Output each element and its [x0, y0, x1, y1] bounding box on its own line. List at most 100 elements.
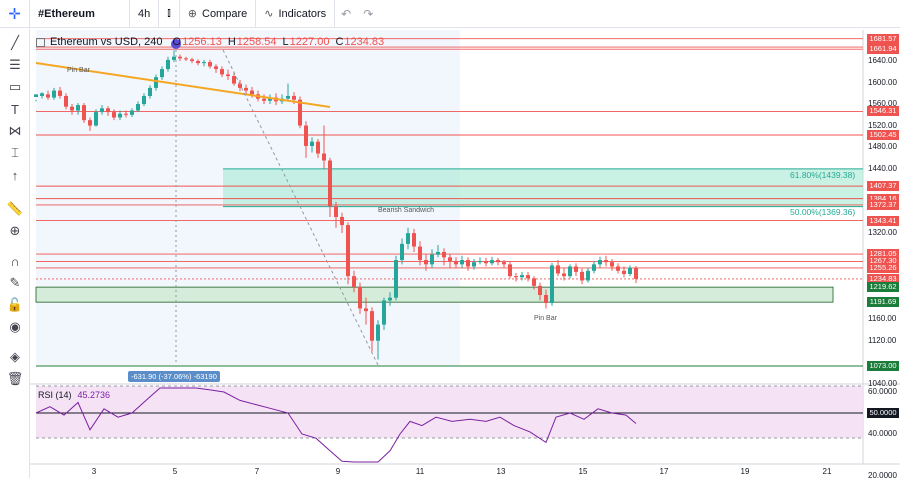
candle-body	[124, 113, 128, 115]
fib-50-label: 50.00%(1369.36)	[790, 207, 856, 217]
legend-open: 1256.13	[182, 36, 222, 48]
candle-body	[436, 251, 440, 255]
collapse-icon[interactable]	[36, 37, 45, 47]
price-tag: 1191.69	[867, 297, 899, 308]
price-axis-label: 1120.00	[868, 335, 897, 345]
eye-icon[interactable]: ◉	[9, 319, 21, 334]
candle-body	[388, 297, 392, 301]
redo-button[interactable]: ↷	[357, 0, 379, 28]
trend-line-icon[interactable]: ╱	[11, 35, 19, 50]
candle-body	[112, 112, 116, 118]
rsi-band	[36, 386, 863, 438]
rsi-axis-label: 40.0000	[868, 429, 897, 438]
candle-body	[580, 271, 584, 281]
prediction-icon[interactable]: ⌶	[11, 145, 19, 160]
candle-body	[118, 113, 122, 118]
price-axis-label: 1480.00	[868, 142, 897, 152]
candle-body	[214, 66, 218, 70]
candle-body	[496, 260, 500, 263]
candle-body	[610, 262, 614, 267]
indicators-icon: ∿	[264, 8, 274, 20]
time-axis-label: 13	[496, 467, 506, 476]
price-axis-label: 1040.00	[868, 378, 897, 388]
indicators-label: Indicators	[278, 7, 327, 20]
time-axis-label: 21	[822, 467, 832, 476]
rsi-line	[35, 387, 637, 463]
undo-button[interactable]: ↶	[335, 0, 357, 28]
candle-body	[340, 216, 344, 226]
candle-body	[556, 265, 560, 274]
candle-body	[232, 76, 236, 84]
rsi-value: 45.2736	[77, 390, 111, 400]
crosshair-icon[interactable]: ✛	[0, 0, 30, 28]
symbol-search[interactable]: #Ethereum	[30, 0, 130, 28]
compare-button[interactable]: ⊕ Compare	[180, 0, 257, 28]
candle-body	[34, 94, 38, 98]
candle-body	[418, 246, 422, 261]
price-tag: 1372.37	[867, 199, 899, 210]
compare-icon: ⊕	[187, 8, 197, 20]
price-axis-label: 1560.00	[868, 99, 897, 109]
drawing-toolbar: ╱ ☰ ▭ T ⋈ ⌶ ↑ 📏 ⊕ ∩ ✎ 🔓 ◉ ◈ 🗑	[0, 28, 30, 478]
candle-body	[472, 262, 476, 267]
undo-icon: ↶	[341, 6, 352, 21]
arrow-icon[interactable]: ↑	[11, 167, 19, 183]
candle-body	[478, 261, 482, 263]
candle-body	[88, 120, 92, 126]
candle-body	[538, 285, 542, 295]
interval-selector[interactable]: 4h	[130, 0, 160, 28]
time-axis-label: 17	[659, 467, 669, 476]
candle-body	[172, 56, 176, 60]
candle-body	[70, 106, 74, 111]
candle-body	[142, 95, 146, 105]
layers-icon[interactable]: ◈	[10, 349, 20, 364]
candle-body	[334, 206, 338, 217]
candle-body	[250, 90, 254, 95]
bearish-sandwich-label: Bearish Sandwich	[378, 207, 435, 214]
indicators-button[interactable]: ∿ Indicators	[256, 0, 336, 28]
candle-body	[298, 99, 302, 126]
candle-body	[508, 264, 512, 277]
price-axis-label: 1160.00	[868, 314, 897, 324]
trash-icon[interactable]: 🗑	[6, 371, 24, 386]
price-axis-label: 1520.00	[868, 120, 897, 130]
price-tag: 1234.83	[867, 273, 899, 284]
candle-body	[586, 270, 590, 281]
candles-icon: ⫾	[167, 7, 171, 19]
legend-symbol: Ethereum vs USD, 240	[50, 36, 163, 48]
candle-body	[238, 83, 242, 88]
chart-type-button[interactable]: ⫾	[159, 0, 180, 28]
horizontal-lines-icon[interactable]: ☰	[9, 57, 21, 72]
candle-body	[616, 266, 620, 271]
stay-drawing-icon[interactable]: ✎	[9, 275, 21, 290]
candle-body	[76, 105, 80, 111]
pin-bar-label-bottom: Pin Bar	[534, 315, 557, 322]
price-axis-label: 1600.00	[868, 77, 897, 87]
magnet-icon[interactable]: ∩	[10, 253, 20, 269]
pattern-icon[interactable]: ⋈	[8, 123, 22, 138]
candle-body	[322, 153, 326, 161]
candle-body	[196, 61, 200, 64]
text-icon[interactable]: T	[11, 101, 19, 117]
candle-body	[346, 225, 350, 277]
candle-body	[400, 243, 404, 261]
compare-label: Compare	[202, 7, 248, 20]
candle-body	[628, 267, 632, 275]
price-tag: 1219.62	[867, 282, 899, 293]
candle-body	[166, 59, 170, 70]
fib-diagonal	[222, 49, 379, 366]
time-axis-label: 3	[91, 467, 97, 476]
candle-body	[544, 294, 548, 304]
price-axis-label: 1640.00	[868, 56, 897, 65]
candle-body	[622, 270, 626, 275]
candle-body	[520, 275, 524, 278]
candle-body	[484, 261, 488, 264]
rectangle-icon[interactable]: ▭	[8, 79, 22, 94]
zoom-icon[interactable]: ⊕	[9, 223, 21, 238]
ruler-icon[interactable]: 📏	[6, 201, 24, 216]
price-tag: 1384.16	[867, 193, 899, 204]
candle-body	[406, 233, 410, 244]
lock-icon[interactable]: 🔓	[6, 297, 24, 312]
legend-high: 1258.54	[236, 36, 277, 48]
